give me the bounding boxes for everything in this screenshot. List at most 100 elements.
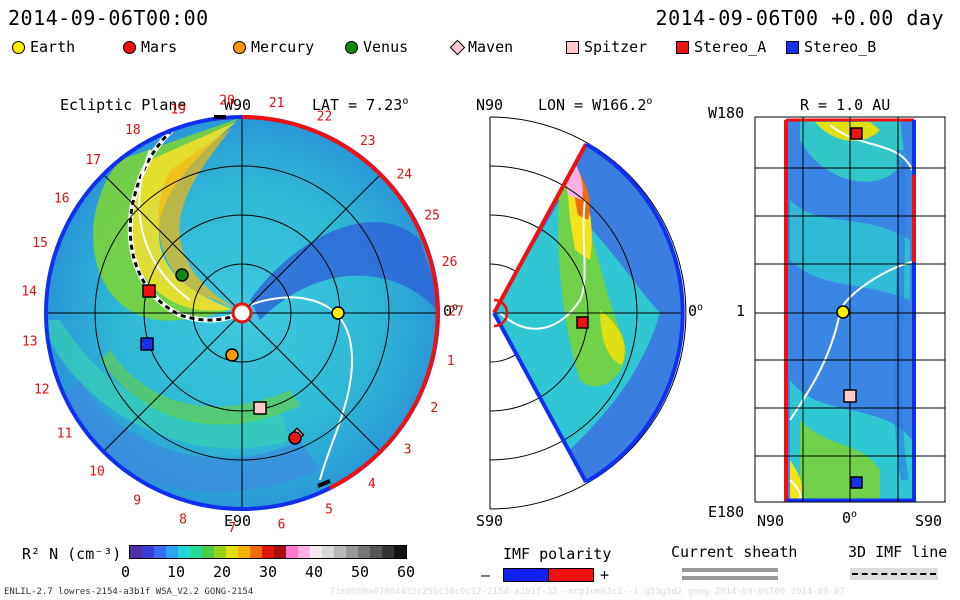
- meridional-n90: N90: [476, 96, 504, 114]
- legend-label: Stereo_A: [694, 38, 767, 56]
- mars-legend-icon: [123, 40, 136, 54]
- spitzer-legend-icon: [566, 40, 579, 54]
- meridional-s90: S90: [476, 512, 504, 530]
- venus-marker: [175, 268, 189, 282]
- carrington-label: 21: [269, 96, 285, 111]
- colorbar-swatch: [142, 546, 154, 558]
- stereo-a-marker: [142, 284, 156, 298]
- ecliptic-title: Ecliptic Plane: [60, 96, 187, 114]
- colorbar-swatch: [286, 546, 298, 558]
- colorbar-swatch: [358, 546, 370, 558]
- sphere-spitzer-marker: [843, 389, 857, 403]
- carrington-label: 25: [424, 209, 440, 224]
- carrington-label: 20: [219, 94, 235, 109]
- legend-label: Spitzer: [584, 38, 648, 56]
- sphere-stereo-a-marker: [850, 127, 863, 140]
- colorbar-swatch: [214, 546, 226, 558]
- colorbar-swatch: [250, 546, 262, 558]
- current-sheath-line-1: [682, 568, 778, 572]
- carrington-label: 16: [54, 192, 70, 207]
- colorbar-swatch: [262, 546, 274, 558]
- date-left: 2014-09-06T00:00: [8, 6, 209, 30]
- colorbar: [129, 545, 407, 559]
- imf-pos-swatch: [548, 568, 594, 582]
- ecliptic-lat-label: LAT = 7.23o: [312, 96, 409, 114]
- carrington-label: 23: [360, 134, 376, 149]
- carrington-label: 10: [89, 464, 105, 479]
- stereo-a-legend-icon: [676, 40, 689, 54]
- imf-plus: +: [600, 566, 610, 584]
- footer-left: ENLIL-2.7 lowres-2154-a3b1f WSA_V2.2 GON…: [4, 587, 254, 597]
- mars-marker: [288, 431, 302, 445]
- legend-item-mercury: Mercury: [233, 38, 314, 56]
- carrington-label: 19: [170, 103, 186, 118]
- legend-item-maven: Maven: [449, 38, 514, 56]
- colorbar-swatch: [334, 546, 346, 558]
- carrington-label: 6: [278, 517, 286, 532]
- carrington-label: 13: [22, 334, 38, 349]
- carrington-label: 24: [396, 168, 412, 183]
- colorbar-tick-label: 50: [351, 563, 370, 581]
- carrington-label: 7: [228, 521, 236, 536]
- sphere-one: 1: [736, 302, 746, 320]
- colorbar-swatch: [274, 546, 286, 558]
- ecliptic-w90: W90: [224, 96, 252, 114]
- colorbar-swatch: [178, 546, 190, 558]
- colorbar-swatch: [310, 546, 322, 558]
- legend-label: Venus: [363, 38, 409, 56]
- current-sheath-line-2: [682, 576, 778, 580]
- colorbar-swatch: [346, 546, 358, 558]
- colorbar-swatch: [166, 546, 178, 558]
- sphere-stereo-b-marker: [850, 476, 863, 489]
- colorbar-swatch: [298, 546, 310, 558]
- imf-neg-swatch: [503, 568, 549, 582]
- legend-item-stereo-b: Stereo_B: [786, 38, 876, 56]
- imf-polarity-label: IMF polarity: [503, 545, 612, 563]
- colorbar-label: R² N (cm⁻³): [22, 545, 122, 563]
- legend-label: Stereo_B: [804, 38, 877, 56]
- colorbar-tick-label: 40: [305, 563, 324, 581]
- current-sheath-label: Current sheath: [671, 543, 798, 561]
- carrington-label: 8: [179, 513, 187, 528]
- sphere-e180: E180: [708, 503, 745, 521]
- legend-item-earth: Earth: [12, 38, 75, 56]
- legend-item-mars: Mars: [123, 38, 177, 56]
- legend-label: Maven: [468, 38, 514, 56]
- venus-legend-icon: [345, 40, 358, 54]
- sphere-w180: W180: [708, 104, 745, 122]
- stereo-b-legend-icon: [786, 40, 799, 54]
- colorbar-swatch: [238, 546, 250, 558]
- sphere-x-n90: N90: [757, 512, 785, 530]
- legend-item-spitzer: Spitzer: [566, 38, 647, 56]
- carrington-label: 9: [133, 494, 141, 509]
- colorbar-swatch: [130, 546, 142, 558]
- ecliptic-zero: 0o: [443, 302, 459, 320]
- carrington-label: 12: [34, 383, 50, 398]
- colorbar-swatch: [154, 546, 166, 558]
- carrington-label: 1: [447, 354, 455, 369]
- legend-label: Earth: [30, 38, 76, 56]
- legend-item-venus: Venus: [345, 38, 408, 56]
- earth-marker: [331, 306, 345, 320]
- mercury-legend-icon: [233, 40, 246, 54]
- carrington-label: 5: [325, 503, 333, 518]
- carrington-label: 3: [404, 443, 412, 458]
- carrington-label: 2: [430, 401, 438, 416]
- spitzer-marker: [253, 401, 267, 415]
- ecliptic-e90: E90: [224, 512, 252, 530]
- carrington-label: 17: [85, 153, 101, 168]
- colorbar-tick-label: 30: [259, 563, 278, 581]
- legend-item-stereo-a: Stereo_A: [676, 38, 766, 56]
- carrington-label: 11: [57, 427, 73, 442]
- sphere-earth-marker: [836, 305, 850, 319]
- legend-label: Mars: [141, 38, 178, 56]
- colorbar-swatch: [394, 546, 406, 558]
- footer-right: Tim00E0a07984432c25bc30c0c12-2154-a3b1f-…: [330, 587, 845, 597]
- colorbar-swatch: [202, 546, 214, 558]
- carrington-label: 26: [442, 255, 458, 270]
- meridional-plot: [489, 116, 687, 510]
- imf-line-3d-label: 3D IMF line: [848, 543, 948, 561]
- sphere-x-0: 0o: [842, 509, 858, 527]
- meridional-lon-label: LON = W166.2o: [538, 96, 653, 114]
- carrington-label: 18: [125, 123, 141, 138]
